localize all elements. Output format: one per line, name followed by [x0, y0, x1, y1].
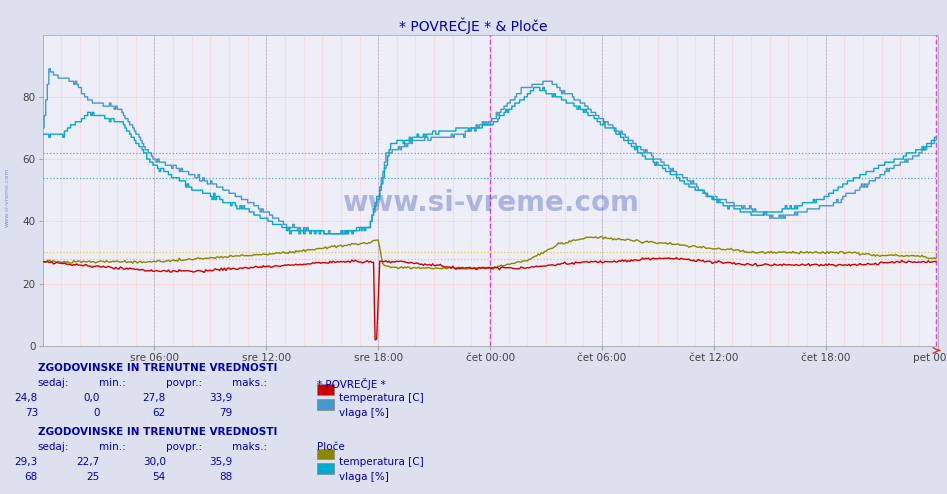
Text: * POVREČJE *: * POVREČJE *: [317, 378, 386, 390]
Text: 68: 68: [25, 472, 38, 482]
Text: 24,8: 24,8: [14, 393, 38, 403]
Text: vlaga [%]: vlaga [%]: [339, 408, 389, 417]
Text: 54: 54: [152, 472, 166, 482]
Text: vlaga [%]: vlaga [%]: [339, 472, 389, 482]
Text: temperatura [C]: temperatura [C]: [339, 457, 423, 467]
Text: 73: 73: [25, 408, 38, 417]
Text: Ploče: Ploče: [317, 442, 345, 452]
Text: povpr.:: povpr.:: [166, 442, 202, 452]
Text: 27,8: 27,8: [142, 393, 166, 403]
Text: min.:: min.:: [99, 442, 126, 452]
Text: 79: 79: [219, 408, 232, 417]
Text: 30,0: 30,0: [143, 457, 166, 467]
Text: temperatura [C]: temperatura [C]: [339, 393, 423, 403]
Text: sedaj:: sedaj:: [38, 442, 69, 452]
Text: maks.:: maks.:: [232, 378, 267, 388]
Text: povpr.:: povpr.:: [166, 378, 202, 388]
Text: www.si-vreme.com: www.si-vreme.com: [5, 168, 10, 227]
Text: 29,3: 29,3: [14, 457, 38, 467]
Text: www.si-vreme.com: www.si-vreme.com: [342, 189, 638, 217]
Text: 22,7: 22,7: [76, 457, 99, 467]
Text: * POVREČJE * & Ploče: * POVREČJE * & Ploče: [400, 17, 547, 34]
Text: ZGODOVINSKE IN TRENUTNE VREDNOSTI: ZGODOVINSKE IN TRENUTNE VREDNOSTI: [38, 363, 277, 373]
Text: sedaj:: sedaj:: [38, 378, 69, 388]
Text: 0: 0: [93, 408, 99, 417]
Text: 62: 62: [152, 408, 166, 417]
Text: 35,9: 35,9: [208, 457, 232, 467]
Text: ZGODOVINSKE IN TRENUTNE VREDNOSTI: ZGODOVINSKE IN TRENUTNE VREDNOSTI: [38, 427, 277, 437]
Text: 88: 88: [219, 472, 232, 482]
Text: min.:: min.:: [99, 378, 126, 388]
Text: 25: 25: [86, 472, 99, 482]
Text: 0,0: 0,0: [83, 393, 99, 403]
Text: maks.:: maks.:: [232, 442, 267, 452]
Text: 33,9: 33,9: [208, 393, 232, 403]
